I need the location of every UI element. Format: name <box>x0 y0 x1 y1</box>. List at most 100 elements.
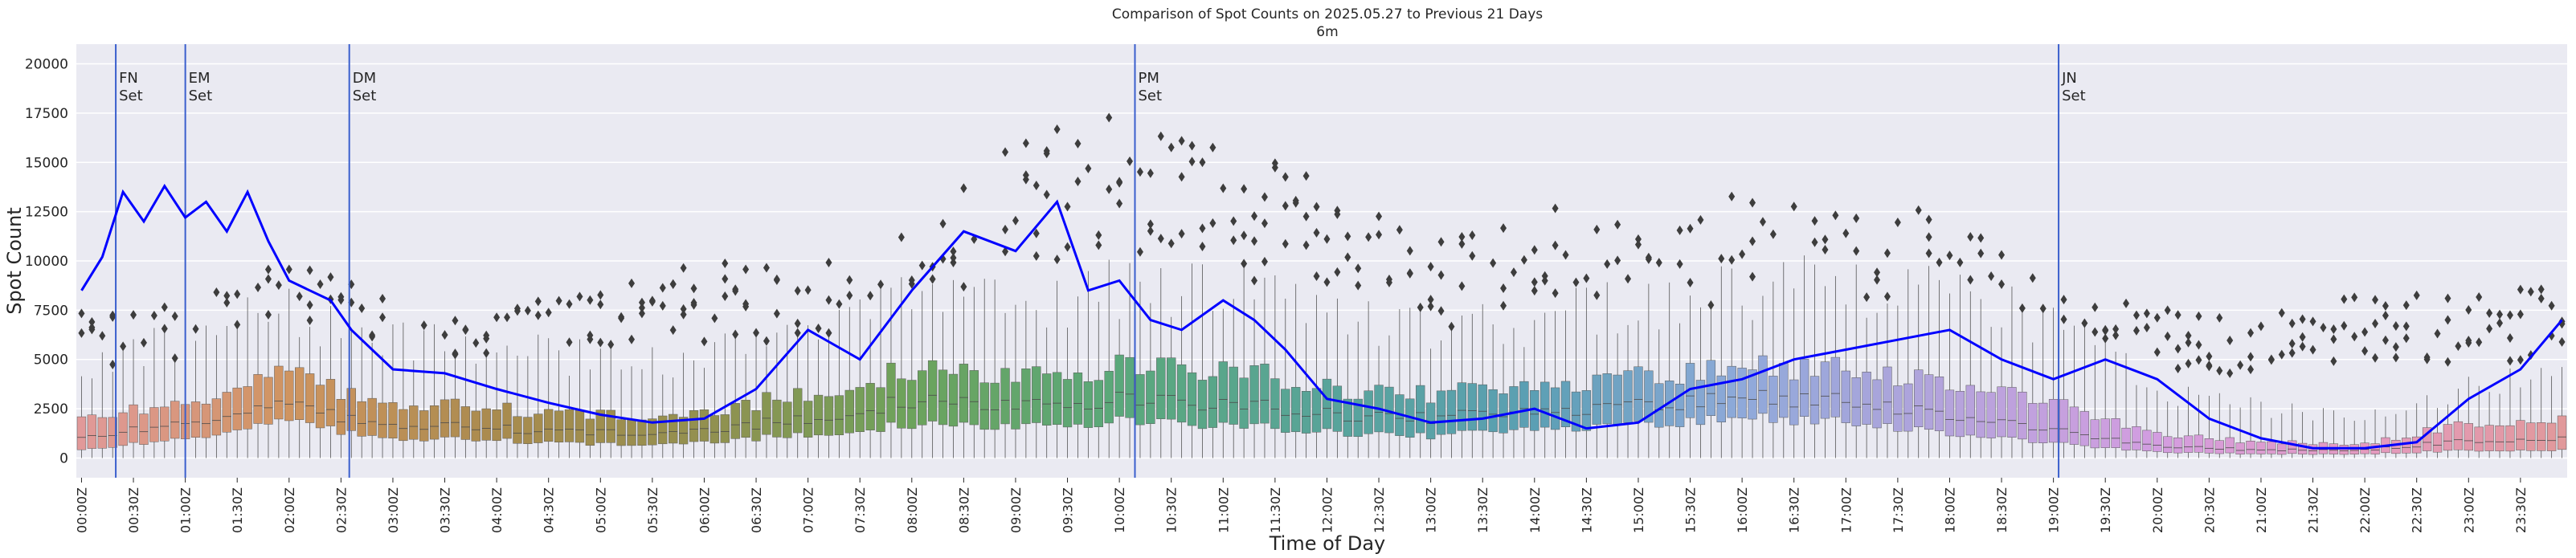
outlier-point <box>1749 271 1756 282</box>
box-body <box>616 419 626 446</box>
outlier-point <box>2486 324 2493 334</box>
outlier-point <box>2506 333 2513 344</box>
box-body <box>1457 382 1467 431</box>
box-body <box>1758 355 1768 414</box>
box-body <box>1436 390 1446 435</box>
box-body <box>1695 380 1706 426</box>
box-body <box>1893 385 1903 432</box>
box-body <box>2183 435 2194 453</box>
box-body <box>378 402 387 438</box>
box-body <box>1032 366 1041 423</box>
outlier-point <box>1230 235 1237 246</box>
box-body <box>699 409 709 442</box>
box-body <box>513 416 522 444</box>
outlier-point <box>1822 244 1829 255</box>
box-body <box>492 409 501 442</box>
outlier-point <box>2226 336 2234 346</box>
box-body <box>1789 379 1799 426</box>
box-body <box>471 410 480 442</box>
outlier-point <box>1967 275 1974 285</box>
box-body <box>1581 390 1592 431</box>
outlier-point <box>1313 202 1320 212</box>
outlier-point <box>597 290 604 300</box>
x-tick-label: 08:30Z <box>956 487 971 533</box>
outlier-point <box>680 263 687 273</box>
outlier-point <box>555 295 562 306</box>
box-body <box>1644 370 1654 423</box>
box-body <box>419 410 429 442</box>
box-body <box>1924 374 1934 430</box>
outlier-point <box>2372 295 2379 305</box>
box-body <box>2297 442 2308 454</box>
box-body <box>1135 374 1145 426</box>
y-tick-label: 20000 <box>25 57 68 73</box>
x-tick-label: 00:00Z <box>74 487 89 533</box>
box-body <box>1281 389 1290 433</box>
box-body <box>1114 354 1124 417</box>
outlier-point <box>1136 167 1143 177</box>
box-body <box>399 409 408 442</box>
outlier-point <box>1157 131 1164 141</box>
box-body <box>325 379 336 426</box>
x-tick-label: 06:30Z <box>749 487 764 533</box>
outlier-point <box>1687 278 1694 288</box>
box-body <box>2422 427 2432 451</box>
outlier-point <box>638 297 645 308</box>
box-body <box>232 387 242 430</box>
x-tick-label: 15:00Z <box>1631 487 1646 533</box>
outlier-point <box>628 334 636 344</box>
outlier-point <box>2091 327 2099 337</box>
outlier-point <box>1988 271 1995 281</box>
outlier-point <box>1614 219 1621 230</box>
outlier-point <box>1531 286 1538 296</box>
box-body <box>2277 443 2287 455</box>
outlier-point <box>2413 290 2420 300</box>
outlier-point <box>1676 259 1683 269</box>
y-axis-ticks: 0 2500 5000 7500 10000 12500 15000 17500 20000 <box>25 57 68 467</box>
x-tick-label: 21:30Z <box>2306 487 2321 533</box>
outlier-point <box>1427 301 1434 312</box>
outlier-point <box>2132 325 2140 336</box>
outlier-point <box>1500 300 1507 311</box>
outlier-point <box>566 337 573 348</box>
outlier-point <box>1510 267 1517 278</box>
outlier-point <box>638 308 645 319</box>
x-tick-label: 03:30Z <box>438 487 453 533</box>
outlier-point <box>255 282 262 292</box>
outlier-point <box>763 263 770 273</box>
outlier-point <box>2537 284 2545 295</box>
x-tick-label: 16:00Z <box>1735 487 1750 533</box>
box-body <box>844 389 854 434</box>
outlier-point <box>2309 316 2316 327</box>
outlier-point <box>1469 250 1476 261</box>
box-body <box>2432 432 2443 453</box>
box-body <box>2516 420 2525 450</box>
outlier-point <box>836 299 843 309</box>
outlier-point <box>1344 231 1351 242</box>
box-body <box>855 387 865 432</box>
box-body <box>1208 376 1218 428</box>
outlier-point <box>2247 328 2255 338</box>
box-series <box>76 255 2567 458</box>
outlier-point <box>1032 250 1040 261</box>
outlier-point <box>379 312 386 323</box>
outlier-point <box>2195 340 2202 350</box>
outlier-point <box>2372 318 2379 328</box>
outlier-point <box>109 359 117 369</box>
outlier-point <box>2402 300 2410 311</box>
outlier-point <box>1178 136 1185 146</box>
outlier-point <box>1043 146 1050 157</box>
x-tick-label: 14:30Z <box>1579 487 1594 533</box>
outlier-point <box>534 310 542 320</box>
box-body <box>2173 437 2183 454</box>
grid-lines <box>76 63 2567 459</box>
outlier-point <box>1147 219 1154 230</box>
x-tick-label: 16:30Z <box>1787 487 1802 533</box>
box-body <box>1270 378 1280 430</box>
outlier-point <box>472 338 480 348</box>
outlier-point <box>2091 302 2099 312</box>
x-tick-label: 01:30Z <box>230 487 245 533</box>
box-body <box>2557 415 2567 450</box>
box-body <box>264 377 273 425</box>
x-tick-label: 20:00Z <box>2150 487 2165 533</box>
